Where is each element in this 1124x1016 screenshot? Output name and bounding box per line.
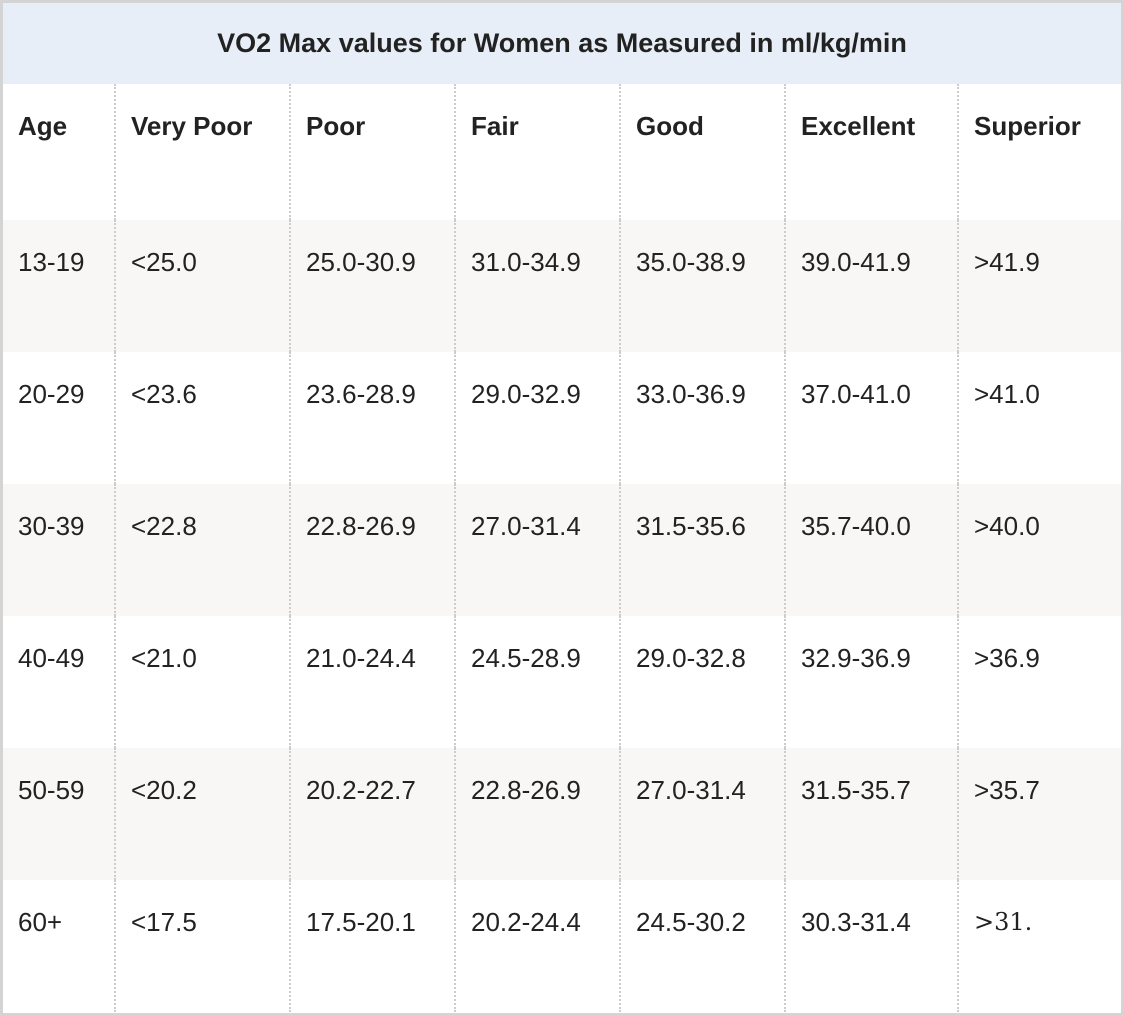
table-cell: <25.0: [114, 220, 290, 352]
table-cell: 20-29: [18, 379, 85, 409]
table-cell: 22.8-26.9: [289, 484, 455, 616]
table-cell: 20.2-24.4: [454, 880, 620, 1012]
table-cell: 60+: [18, 907, 63, 937]
table-cell: 35.7-40.0: [784, 484, 958, 616]
table-cell: 13-19: [3, 220, 115, 352]
table-cell: 30.3-31.4: [784, 880, 958, 1012]
table-cell: <20.2: [114, 748, 290, 880]
table-cell: 24.5-30.2: [619, 880, 785, 1012]
table-cell: <17.5: [114, 880, 290, 1012]
header-row: Age Very Poor Poor Fair Good Excellent Superio…: [3, 84, 1121, 220]
table-cell: 23.6-28.9: [289, 352, 455, 484]
table-cell: 27.0-31.4: [454, 484, 620, 616]
table-cell: 37.0-41.0: [784, 352, 958, 484]
table-cell: >36.9: [957, 616, 1121, 748]
table-cell: >40.0: [957, 484, 1121, 616]
table-cell: 24.5-28.9: [454, 616, 620, 748]
table-cell: 29.0-32.9: [454, 352, 620, 484]
table-cell: <23.6: [114, 352, 290, 484]
table-cell: 31.5-35.7: [784, 748, 958, 880]
table-row: 13-19 <25.0 25.0-30.9 31.0-34.9 35.0-38.9 39.…: [3, 220, 1121, 352]
column-header-poor: Poor: [289, 84, 455, 220]
table-cell: 27.0-31.4: [619, 748, 785, 880]
table-cell: 25.0-30.9: [289, 220, 455, 352]
column-header-excellent: Excellent: [784, 84, 958, 220]
table-cell: 22.8-26.9: [454, 748, 620, 880]
table-cell: <22.8: [114, 484, 290, 616]
column-header-very-poor: Very Poor: [114, 84, 290, 220]
table-cell: 21.0-24.4: [289, 616, 455, 748]
table-cell: >41.0: [957, 352, 1121, 484]
table-cell: >35.7: [957, 748, 1121, 880]
column-header-fair: Fair: [454, 84, 620, 220]
table-cell: 31.5-35.6: [619, 484, 785, 616]
column-header-superior: Superior: [957, 84, 1121, 220]
table-cell: 33.0-36.9: [619, 352, 785, 484]
table-cell: >41.9: [957, 220, 1121, 352]
column-header-good: Good: [619, 84, 785, 220]
table-cell: 31.0-34.9: [454, 220, 620, 352]
table-cell: 39.0-41.9: [784, 220, 958, 352]
table-body: 13-19 <25.0 25.0-30.9 31.0-34.9 35.0-38.9 39.…: [3, 220, 1121, 1012]
table-row: 20-29 <23.6 23.6-28.9 29.0-32.9 33.0-36.9 37.…: [3, 352, 1121, 484]
table-cell: 20.2-22.7: [289, 748, 455, 880]
table-row: 50-59 <20.2 20.2-22.7 22.8-26.9 27.0-31.4 31.…: [3, 748, 1121, 880]
table-row: 30-39 <22.8 22.8-26.9 27.0-31.4 31.5-35.6 35.…: [3, 484, 1121, 616]
table-cell: 35.0-38.9: [619, 220, 785, 352]
table-row: 40-49 <21.0 21.0-24.4 24.5-28.9 29.0-32.8 32.…: [3, 616, 1121, 748]
table-cell: 17.5-20.1: [289, 880, 455, 1012]
table-cell: 30-39: [3, 484, 115, 616]
table-row: 60+ <17.5 17.5-20.1 20.2-24.4 24.5-30.2 30.3-…: [3, 880, 1121, 1012]
table-cell: >31.: [957, 880, 1121, 1012]
table-cell: 50-59: [3, 748, 115, 880]
column-header-age: Age: [18, 111, 68, 141]
table-cell: 40-49: [18, 643, 85, 673]
table-cell: 29.0-32.8: [619, 616, 785, 748]
table-cell: 32.9-36.9: [784, 616, 958, 748]
vo2-max-table: VO2 Max values for Women as Measured in …: [3, 3, 1121, 1012]
table-cell: <21.0: [114, 616, 290, 748]
table-title: VO2 Max values for Women as Measured in …: [3, 3, 1121, 84]
